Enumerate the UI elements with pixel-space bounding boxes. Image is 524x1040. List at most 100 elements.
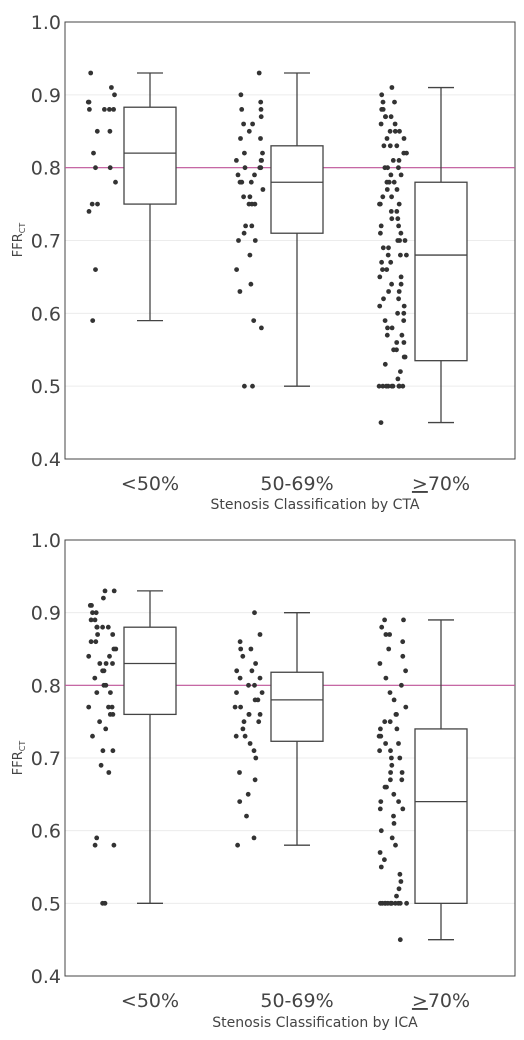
- category-label: 50-69%: [260, 473, 333, 495]
- category-label: <50%: [121, 473, 179, 495]
- y-tick-label: 0.4: [31, 449, 61, 471]
- box-2: [234, 70, 324, 389]
- chart-1: 0.4 0.5 0.6 0.7 0.8 0.9 1.0 FFRCT Stenosis Class…: [11, 12, 516, 513]
- box-3: [376, 85, 468, 425]
- data-point: [380, 99, 386, 105]
- data-points: [85, 70, 118, 323]
- data-point: [391, 179, 397, 185]
- data-point: [237, 179, 243, 185]
- data-point: [242, 165, 248, 171]
- data-point: [388, 209, 394, 214]
- data-point: [404, 900, 409, 906]
- data-point: [378, 900, 383, 906]
- data-point: [102, 588, 108, 594]
- data-point: [243, 223, 249, 229]
- data-point: [382, 784, 388, 790]
- y-axis-label: FFRCT: [11, 741, 27, 776]
- box-1: [85, 70, 177, 323]
- data-point: [382, 719, 388, 725]
- data-point: [102, 107, 107, 112]
- data-point: [381, 296, 386, 302]
- plot-frame: [64, 539, 516, 977]
- data-point: [386, 245, 391, 251]
- y-tick-label: 0.4: [31, 966, 61, 988]
- x-axis-label: Stenosis Classification by CTA: [211, 497, 420, 513]
- data-point: [253, 661, 258, 666]
- data-point: [390, 158, 396, 163]
- data-point: [95, 632, 100, 637]
- data-point: [382, 617, 387, 623]
- data-point: [258, 114, 264, 120]
- data-point: [396, 201, 402, 207]
- y-tick-labels: 0.4 0.5 0.6 0.7 0.8 0.9 1.0: [31, 530, 61, 988]
- data-point: [378, 726, 383, 732]
- data-point: [238, 136, 243, 141]
- chart-2: 0.4 0.5 0.6 0.7 0.8 0.9 1.0 FFRCT Stenosis Class…: [11, 530, 516, 1031]
- data-point: [234, 690, 239, 695]
- data-point: [389, 281, 394, 287]
- data-point: [237, 770, 242, 775]
- data-point: [384, 187, 390, 192]
- category-label: 50-69%: [260, 990, 333, 1012]
- data-point: [86, 704, 92, 710]
- data-point: [97, 719, 102, 725]
- data-point: [396, 799, 401, 804]
- data-point: [391, 821, 397, 826]
- data-point: [234, 267, 240, 272]
- category-label-symbol: >: [412, 990, 428, 1012]
- data-point: [252, 682, 257, 688]
- data-point: [240, 653, 246, 659]
- data-point: [396, 158, 402, 163]
- category-label-value: 70%: [428, 473, 470, 495]
- data-point: [258, 158, 264, 163]
- data-point: [378, 420, 384, 425]
- data-point: [380, 267, 385, 272]
- box-iqr: [123, 626, 177, 716]
- data-point: [237, 289, 243, 294]
- data-point: [376, 733, 382, 739]
- data-point: [377, 806, 383, 812]
- data-point: [387, 128, 393, 134]
- data-point: [379, 624, 385, 630]
- data-point: [241, 194, 247, 200]
- data-point: [106, 770, 112, 775]
- data-point: [107, 128, 113, 134]
- data-point: [107, 165, 113, 171]
- data-point: [100, 900, 105, 906]
- y-axis-label-subscript: CT: [18, 223, 27, 234]
- data-point: [111, 107, 116, 112]
- data-point: [91, 150, 96, 156]
- data-point: [90, 610, 95, 616]
- data-point: [392, 121, 398, 127]
- y-tick-label: 0.6: [31, 821, 61, 843]
- category-label: >70%: [412, 990, 470, 1012]
- data-point: [391, 791, 397, 797]
- data-point: [252, 777, 258, 783]
- data-point: [401, 318, 407, 323]
- data-point: [256, 719, 262, 725]
- data-point: [382, 857, 387, 863]
- data-point: [89, 603, 94, 608]
- data-point: [100, 748, 106, 754]
- data-point: [260, 187, 266, 192]
- data-point: [259, 325, 264, 331]
- data-point: [257, 632, 263, 637]
- data-point: [401, 303, 407, 309]
- data-point: [399, 777, 405, 783]
- data-points: [234, 70, 266, 389]
- y-axis-label-main: FFR: [11, 751, 26, 775]
- data-point: [101, 595, 106, 601]
- box-iqr: [123, 106, 177, 205]
- data-point: [242, 383, 247, 389]
- data-point: [401, 354, 407, 360]
- data-point: [111, 842, 117, 848]
- data-point: [107, 107, 112, 112]
- data-point: [387, 143, 393, 149]
- data-point: [256, 70, 262, 76]
- data-point: [257, 675, 263, 681]
- data-point: [397, 871, 403, 877]
- data-point: [106, 704, 111, 710]
- data-point: [386, 289, 391, 294]
- data-point: [248, 179, 254, 185]
- data-point: [258, 136, 263, 141]
